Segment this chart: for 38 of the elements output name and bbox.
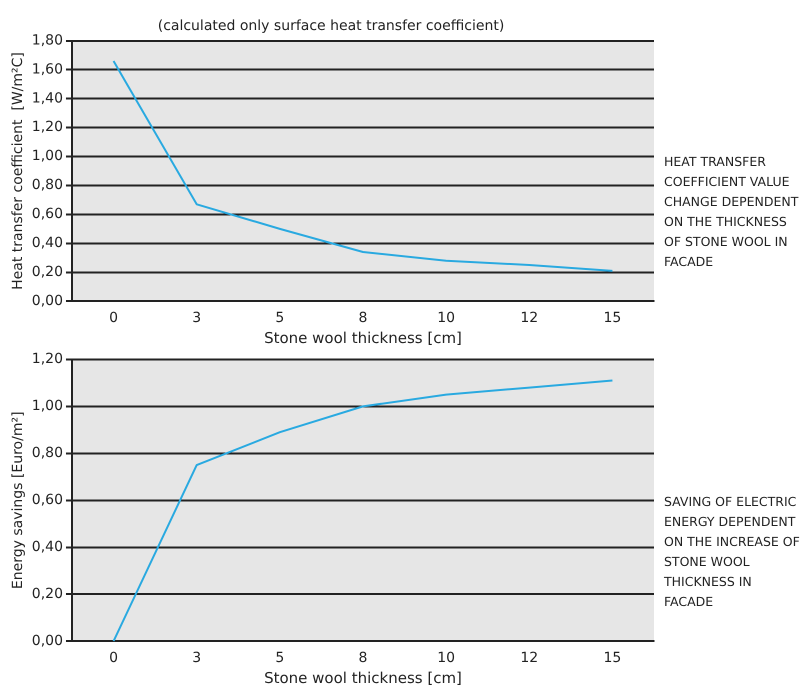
x-tick-label: 0 bbox=[109, 310, 118, 326]
x-tick-label: 5 bbox=[275, 310, 284, 326]
y-tick-label: 0,60 bbox=[32, 492, 63, 508]
y-tick-label: 1,20 bbox=[32, 119, 63, 136]
x-axis-title: Stone wool thickness [cm] bbox=[264, 328, 462, 347]
x-tick-label: 10 bbox=[437, 310, 456, 326]
x-tick-label: 10 bbox=[437, 650, 456, 666]
y-tick-label: 0,00 bbox=[32, 292, 63, 309]
x-tick-label: 3 bbox=[192, 650, 202, 666]
x-tick-label: 12 bbox=[520, 310, 538, 326]
y-tick-label: 1,00 bbox=[32, 148, 63, 164]
x-tick-label: 15 bbox=[604, 310, 622, 326]
y-tick-label: 0,60 bbox=[32, 206, 63, 222]
y-tick-label: 1,20 bbox=[32, 351, 63, 368]
text: SAVING OF ELECTRIC ENERGY DEPENDENT ON THE INCREASE OF STONE WOOL THICKNESS IN FACADE bbox=[664, 493, 801, 611]
x-tick-label: 5 bbox=[275, 650, 284, 666]
x-tick-label: 3 bbox=[192, 310, 202, 326]
y-tick-label: 1,60 bbox=[32, 61, 63, 78]
y-tick-label: 0,20 bbox=[32, 586, 63, 602]
y-axis-title: Heat transfer coefficient [W/m²C] bbox=[10, 52, 26, 290]
x-tick-label: 8 bbox=[358, 310, 368, 326]
x-axis-title: Stone wool thickness [cm] bbox=[264, 668, 462, 687]
y-tick-label: 1,00 bbox=[32, 398, 63, 414]
x-tick-label: 8 bbox=[358, 650, 368, 666]
x-tick-label: 12 bbox=[520, 650, 538, 666]
y-tick-label: 1,80 bbox=[32, 32, 63, 48]
y-tick-label: 0,80 bbox=[32, 444, 63, 461]
text: HEAT TRANSFER COEFFICIENT VALUE CHANGE DEPENDENT ON THE THICKNESS OF STONE WOOL IN FACADE bbox=[664, 153, 800, 271]
y-axis-title: Energy savings [Euro/m²] bbox=[10, 411, 26, 590]
y-tick-label: 0,00 bbox=[32, 632, 63, 649]
y-tick-label: 0,80 bbox=[32, 177, 63, 194]
x-tick-label: 15 bbox=[604, 650, 622, 666]
y-tick-label: 0,20 bbox=[32, 264, 63, 280]
y-tick-label: 1,40 bbox=[32, 90, 63, 106]
x-tick-label: 0 bbox=[109, 650, 118, 666]
chart-subtitle: (calculated only surface heat transfer coefficient) bbox=[158, 18, 504, 34]
y-tick-label: 0,40 bbox=[32, 234, 63, 251]
y-tick-label: 0,40 bbox=[32, 538, 63, 555]
